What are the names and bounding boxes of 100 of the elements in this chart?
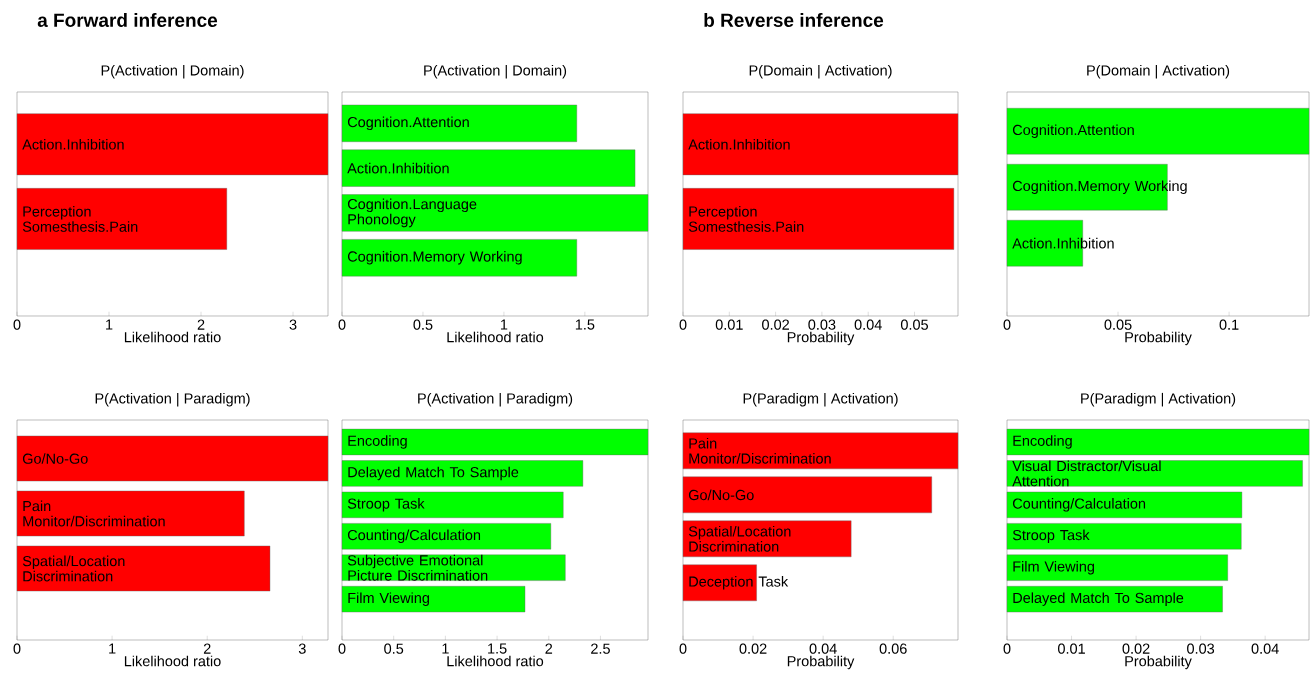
- bar: [341, 586, 526, 613]
- y-tick-label: Cognition.Attention: [347, 116, 469, 131]
- x-tick-label: 2: [197, 319, 205, 330]
- y-tick-label: Counting/Calculation: [1012, 498, 1146, 512]
- x-tick-label: 1.5: [575, 319, 595, 330]
- bar: [1006, 491, 1243, 518]
- x-tick-label: 0.03: [1187, 643, 1215, 654]
- bar: [341, 428, 649, 456]
- bar: [682, 476, 932, 514]
- x-tick-label: 0.05: [900, 319, 929, 330]
- bar: [682, 564, 757, 602]
- x-tick-label: 3: [289, 319, 297, 330]
- x-tick-label: 0.04: [809, 643, 837, 654]
- x-tick-label: 0: [338, 319, 346, 330]
- y-tick-label: Action.Inhibition: [22, 138, 124, 150]
- x-tick-label: 0.01: [715, 319, 743, 330]
- y-tick-label: Stroop Task: [347, 498, 425, 512]
- x-tick-label: 2: [545, 643, 553, 654]
- bar: [341, 523, 552, 550]
- bar: [16, 545, 271, 592]
- bar: [1006, 523, 1242, 550]
- x-tick-label: 0: [13, 643, 21, 654]
- x-tick-label: 0: [679, 643, 687, 654]
- y-tick-label: Cognition.Attention: [1012, 124, 1134, 138]
- bar: [341, 149, 636, 187]
- y-tick-label: Encoding: [348, 435, 407, 449]
- bar: [1006, 108, 1310, 155]
- chart-title: P(Activation | Paradigm): [95, 392, 250, 407]
- chart-title: P(Paradigm | Activation): [1081, 392, 1236, 407]
- text: b Reverse inference: [704, 13, 884, 27]
- y-tick-label: Subjective Emotional Picture Discrimination: [347, 554, 488, 581]
- x-tick-label: 0.02: [1122, 643, 1150, 654]
- y-tick-label: Spatial/Location Discrimination: [22, 555, 125, 582]
- chart-title: P(Activation | Paradigm): [418, 392, 573, 407]
- y-tick-label: Perception Somesthesis.Pain: [22, 206, 138, 232]
- x-tick-label: 0.04: [854, 319, 882, 330]
- x-tick-label: 0.5: [413, 319, 433, 330]
- x-tick-label: 0.06: [879, 643, 907, 654]
- x-axis-title: Probability: [1125, 655, 1192, 670]
- x-tick-label: 1: [500, 319, 508, 330]
- x-axis-title: Likelihood ratio: [447, 655, 544, 667]
- x-tick-label: 0.02: [762, 319, 789, 330]
- chart-title: P(Domain | Activation): [1087, 64, 1230, 79]
- text: a Forward inference: [37, 13, 218, 27]
- y-tick-label: Go/No-Go: [688, 489, 754, 501]
- chart-title: P(Domain | Activation): [749, 64, 892, 79]
- x-tick-label: 0.1: [1219, 319, 1239, 330]
- bar: [341, 554, 566, 581]
- x-tick-label: 1: [106, 319, 113, 330]
- x-axis-title: Probability: [1125, 331, 1192, 346]
- bar: [16, 435, 329, 482]
- bar: [682, 432, 959, 470]
- y-tick-label: Film Viewing: [348, 592, 429, 606]
- y-tick-label: Perception Somesthesis.Pain: [688, 206, 804, 232]
- x-tick-label: 0: [1003, 643, 1011, 654]
- y-tick-label: Pain Monitor/Discrimination: [23, 500, 165, 527]
- y-tick-label: Spatial/Location Discrimination: [688, 525, 791, 552]
- bar: [682, 520, 852, 558]
- bar: [1006, 554, 1228, 581]
- chart-title: P(Activation | Domain): [101, 64, 244, 79]
- bar: [16, 490, 245, 537]
- bar: [341, 460, 584, 487]
- bar: [1006, 460, 1303, 487]
- y-tick-label: Delayed Match To Sample: [348, 466, 519, 481]
- x-axis-title: Probability: [787, 655, 855, 670]
- y-tick-label: Action.Inhibition: [688, 138, 790, 150]
- x-tick-label: 3: [298, 643, 306, 654]
- bar: [341, 194, 649, 232]
- x-tick-label: 2.5: [591, 643, 610, 654]
- bar: [341, 239, 577, 277]
- y-tick-label: Deception Task: [689, 576, 789, 590]
- x-tick-label: 0.05: [1104, 319, 1132, 330]
- bar: [1006, 428, 1310, 456]
- x-tick-label: 0.5: [384, 643, 404, 654]
- x-tick-label: 0.01: [1058, 643, 1085, 654]
- x-axis-title: Probability: [787, 331, 855, 346]
- chart-title: P(Paradigm | Activation): [743, 392, 898, 407]
- bar: [341, 104, 577, 142]
- x-tick-label: 0.03: [808, 319, 836, 330]
- y-tick-label: Delayed Match To Sample: [1013, 592, 1184, 606]
- x-tick-label: 0: [1003, 319, 1011, 330]
- y-tick-label: Action.Inhibition: [347, 162, 449, 174]
- x-tick-label: 1: [109, 643, 116, 654]
- x-tick-label: 0: [338, 643, 346, 654]
- y-tick-label: Stroop Task: [1012, 529, 1090, 544]
- x-tick-label: 1.5: [488, 643, 507, 654]
- y-tick-label: Film Viewing: [1013, 560, 1095, 575]
- y-tick-label: Visual Distractor/Visual Attention: [1012, 460, 1161, 487]
- y-tick-label: Pain Monitor/Discrimination: [689, 437, 831, 464]
- x-tick-label: 1: [442, 643, 449, 654]
- chart-title: P(Activation | Domain): [424, 64, 567, 79]
- x-tick-label: 0: [679, 319, 687, 330]
- y-tick-label: Counting/Calculation: [347, 529, 481, 544]
- y-tick-label: Cognition.Memory Working: [347, 251, 522, 265]
- y-tick-label: Go/No-Go: [22, 453, 88, 464]
- bar: [341, 491, 564, 518]
- x-tick-label: 2: [203, 643, 211, 654]
- x-tick-label: 0.04: [1251, 643, 1279, 654]
- x-axis-title: Likelihood ratio: [124, 331, 221, 343]
- x-axis-title: Likelihood ratio: [447, 331, 544, 343]
